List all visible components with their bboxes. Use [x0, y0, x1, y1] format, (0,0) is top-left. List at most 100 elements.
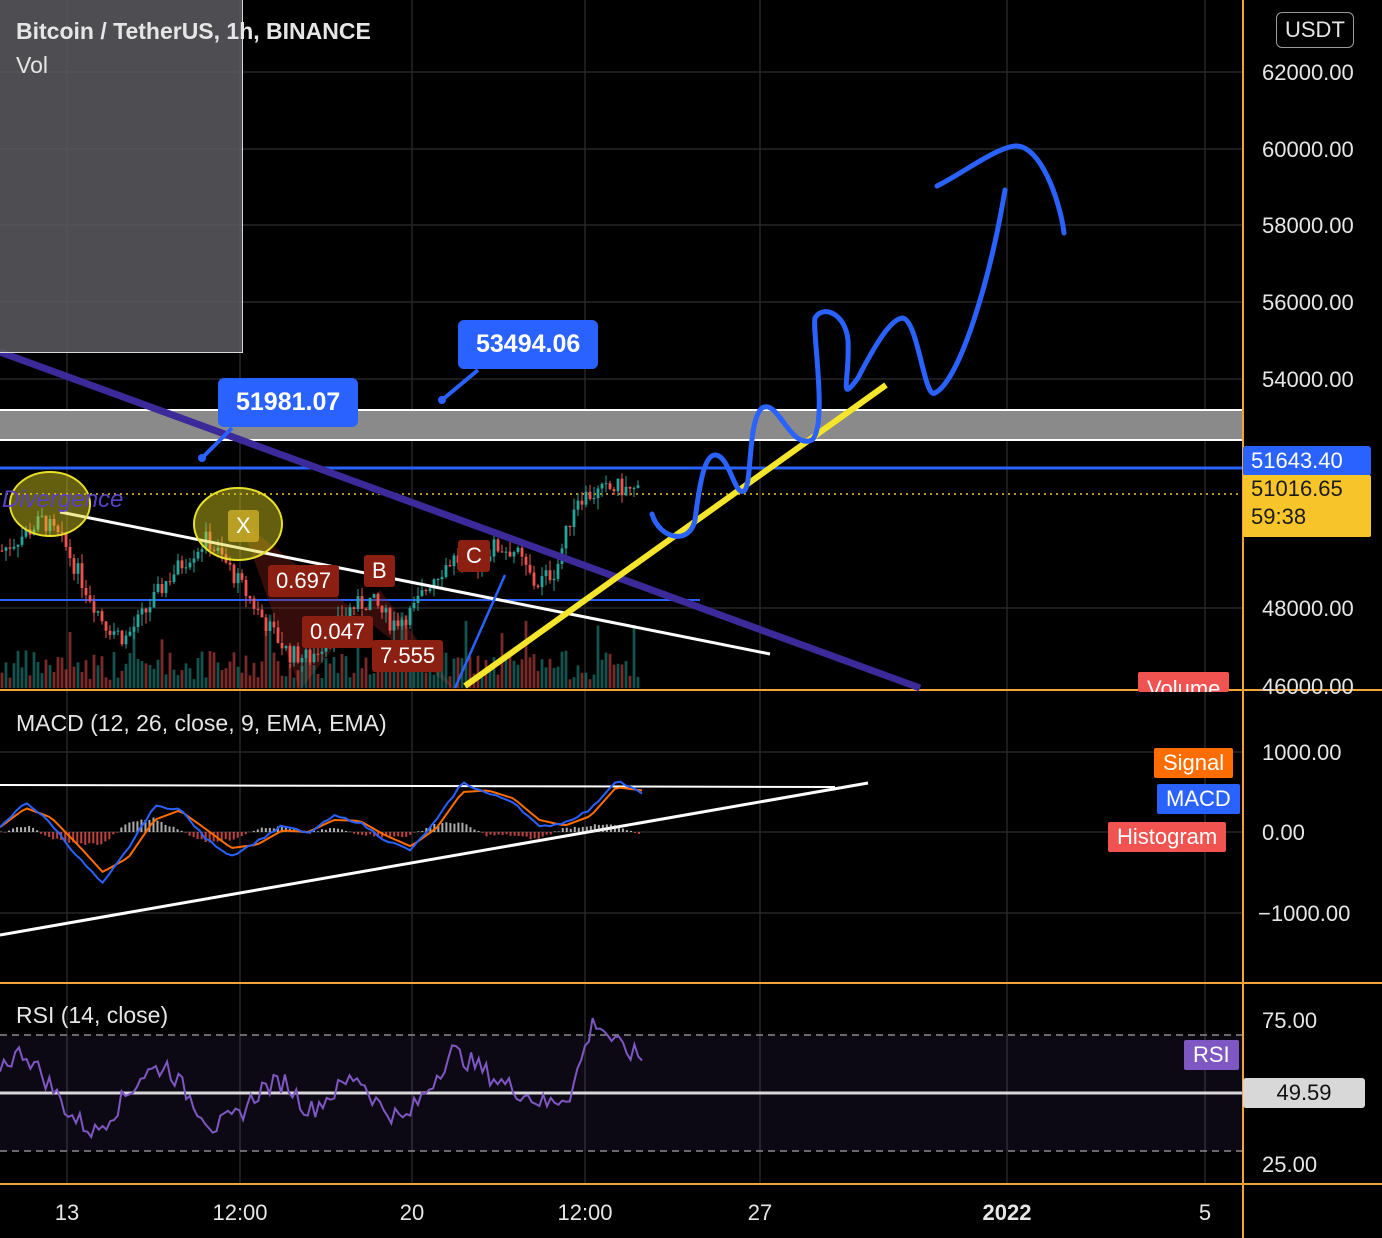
candle-body	[100, 611, 104, 622]
macd-histogram-bar	[493, 832, 496, 836]
candle-body	[172, 574, 176, 582]
macd-histogram-bar	[469, 827, 472, 832]
macd-histogram-bar	[172, 826, 175, 832]
volume-bar	[136, 658, 140, 688]
volume-series-tag[interactable]: Volume	[1138, 672, 1230, 692]
volume-bar	[608, 653, 612, 688]
macd-histogram-bar	[465, 824, 468, 832]
volume-bar	[12, 663, 16, 688]
volume-bar	[340, 653, 344, 688]
macd-resistance-line[interactable]	[0, 784, 836, 788]
volume-bar	[504, 653, 508, 688]
macd-histogram-bar	[124, 824, 127, 832]
macd-histogram-bar	[232, 832, 235, 840]
macd-histogram-bar	[389, 832, 392, 837]
macd-histogram-bar	[36, 830, 39, 832]
macd-histogram-bar	[541, 832, 544, 837]
candle-body	[284, 645, 288, 649]
volume-bar	[232, 652, 236, 688]
current-price-tag[interactable]: 51016.65 59:38	[1243, 475, 1371, 537]
candle-body	[376, 593, 380, 606]
candle-body	[632, 487, 636, 489]
time-tick: 27	[747, 1200, 773, 1225]
candle-body	[96, 611, 100, 613]
candle-body	[0, 550, 4, 552]
time-tick-year: 2022	[982, 1200, 1032, 1225]
candle-body	[56, 525, 60, 533]
white-trend-line[interactable]	[59, 510, 771, 656]
volume-bar	[456, 657, 460, 688]
price-tick: 54000.00	[1262, 367, 1354, 392]
macd-histogram-bar	[240, 832, 243, 837]
volume-bar	[424, 672, 428, 688]
macd-histogram-bar	[16, 827, 19, 832]
macd-legend[interactable]: MACD (12, 26, close, 9, EMA, EMA)	[16, 710, 387, 736]
volume-bar	[212, 652, 216, 688]
macd-histogram-bar	[244, 832, 247, 835]
macd-tick: 0.00	[1262, 820, 1305, 845]
candle-body	[432, 579, 436, 589]
pattern-point-c[interactable]: C	[458, 540, 490, 572]
macd-histogram-bar	[52, 832, 55, 840]
volume-bar	[144, 663, 148, 688]
price-tick: 62000.00	[1262, 60, 1354, 85]
macd-support-line[interactable]	[0, 781, 869, 937]
candle-body	[276, 627, 280, 643]
candle-body	[36, 516, 40, 530]
macd-histogram-bar	[48, 832, 51, 837]
macd-histogram-bar	[421, 831, 424, 832]
resistance-zone[interactable]	[0, 410, 1242, 440]
rsi-legend[interactable]: RSI (14, close)	[16, 1002, 169, 1028]
divergence-highlight-left[interactable]	[9, 471, 91, 537]
volume-bar	[632, 625, 636, 688]
downtrend-line[interactable]	[0, 348, 922, 692]
candle-body	[244, 579, 248, 597]
projection-arc[interactable]	[934, 143, 1067, 236]
candle-body	[624, 486, 628, 496]
rsi-series-tag[interactable]: RSI	[1184, 1040, 1239, 1070]
candle-body	[72, 558, 76, 574]
macd-histogram-bar	[24, 827, 27, 832]
candle-body	[508, 551, 512, 557]
macd-tick: −1000.00	[1258, 901, 1351, 926]
candle-body	[492, 539, 496, 557]
callout-price-left[interactable]: 51981.07	[218, 378, 359, 427]
volume-bar	[288, 664, 292, 688]
macd-histogram-bar	[88, 832, 91, 844]
volume-bar	[492, 657, 496, 688]
macd-histogram-bar	[573, 826, 576, 832]
macd-histogram-bar	[212, 832, 215, 842]
macd-histogram-bar	[168, 826, 171, 832]
volume-legend[interactable]: Vol	[16, 52, 48, 78]
histogram-series-tag[interactable]: Histogram	[1108, 822, 1227, 852]
macd-series-tag[interactable]: MACD	[1157, 784, 1240, 814]
candle-body	[272, 621, 276, 628]
volume-bar	[8, 677, 12, 688]
candle-body	[116, 630, 120, 632]
candle-body	[416, 595, 420, 603]
volume-bar	[108, 679, 112, 688]
volume-bar	[112, 652, 116, 688]
macd-histogram-bar	[252, 830, 255, 832]
macd-histogram-bar	[204, 832, 207, 843]
current-price-value: 51016.65	[1251, 476, 1343, 501]
macd-histogram-bar	[625, 830, 628, 832]
pattern-point-x[interactable]: X	[228, 510, 259, 542]
candle-body	[256, 608, 260, 610]
rsi-value-tag[interactable]: 49.59	[1243, 1078, 1365, 1108]
macd-histogram-bar	[557, 831, 560, 832]
candle-body	[268, 621, 272, 631]
time-tick: 12:00	[557, 1200, 613, 1225]
macd-histogram-bar	[537, 832, 540, 839]
level-price-tag[interactable]: 51643.40	[1243, 446, 1371, 476]
signal-series-tag[interactable]: Signal	[1154, 748, 1234, 778]
currency-selector-button[interactable]: USDT	[1276, 12, 1354, 48]
volume-bar	[280, 675, 284, 688]
callout-price-right[interactable]: 53494.06	[458, 320, 599, 369]
candle-body	[620, 478, 624, 496]
volume-bar	[372, 673, 376, 688]
pattern-point-b[interactable]: B	[364, 555, 395, 587]
projection-path[interactable]	[649, 187, 1008, 539]
symbol-title[interactable]: Bitcoin / TetherUS, 1h, BINANCE	[16, 18, 371, 44]
